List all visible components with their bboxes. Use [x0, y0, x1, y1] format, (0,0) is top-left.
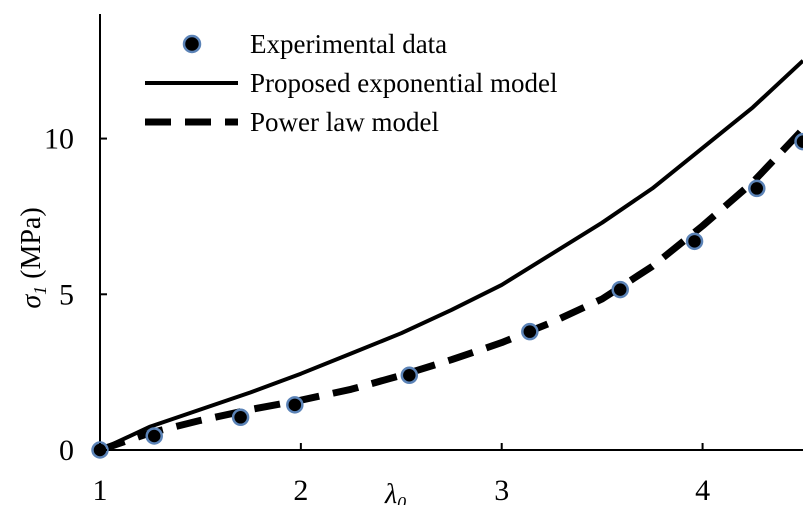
series-layer — [91, 59, 803, 459]
legend-label: Power law model — [250, 107, 439, 137]
x-axis-title: λ0 — [384, 479, 406, 505]
y-axis-subscript: 1 — [30, 286, 50, 295]
x-tick-label: 1 — [93, 474, 108, 505]
data-point — [145, 427, 163, 445]
legend-label: Proposed exponential model — [250, 68, 557, 98]
legend-label: Experimental data — [250, 29, 447, 59]
ticks-layer: 1 2 3 4 0 5 10 — [44, 123, 710, 505]
data-point — [400, 366, 419, 385]
axes — [99, 14, 803, 451]
data-point — [521, 322, 539, 341]
exponential-model-line — [99, 59, 803, 452]
power-law-line — [98, 126, 803, 454]
x-tick-label: 3 — [494, 474, 509, 505]
data-point — [685, 232, 704, 251]
y-tick-label: 5 — [59, 278, 74, 311]
y-tick-label: 10 — [44, 123, 74, 156]
y-axis-title: σ1 (MPa) — [16, 207, 50, 308]
data-point — [794, 132, 803, 151]
data-point — [231, 408, 250, 427]
data-point — [286, 396, 304, 414]
y-axis-symbol: σ — [16, 294, 47, 309]
x-axis-symbol: λ — [384, 479, 397, 505]
y-axis-unit: (MPa) — [16, 207, 47, 286]
x-tick-label: 2 — [293, 474, 308, 505]
legend-marker — [182, 34, 202, 54]
y-tick-label: 0 — [59, 434, 74, 467]
data-point — [611, 280, 629, 299]
x-tick-label: 4 — [695, 474, 710, 505]
legend: Experimental data Proposed exponential mo… — [145, 29, 557, 137]
x-axis-subscript: 0 — [397, 493, 406, 505]
data-point — [748, 179, 766, 198]
